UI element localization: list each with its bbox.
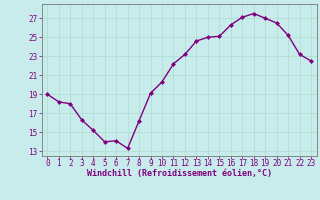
X-axis label: Windchill (Refroidissement éolien,°C): Windchill (Refroidissement éolien,°C) <box>87 169 272 178</box>
